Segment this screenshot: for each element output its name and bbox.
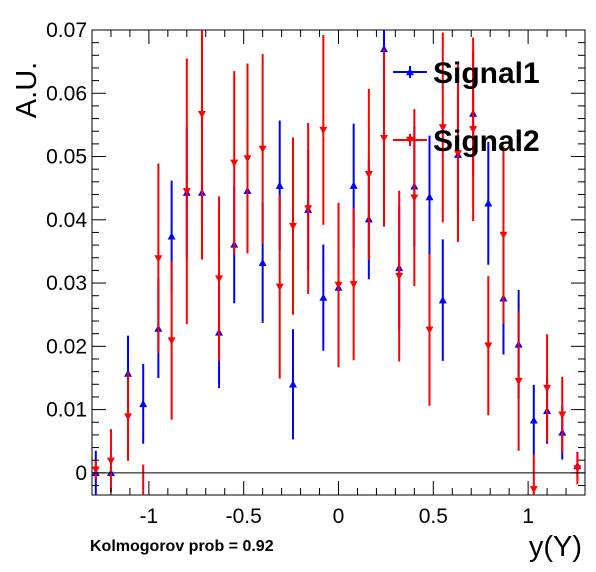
data-point — [558, 411, 567, 419]
data-point — [484, 342, 493, 350]
data-point — [380, 44, 389, 53]
data-point — [167, 337, 176, 345]
data-point — [182, 188, 191, 196]
y-tick-label: 0.07 — [46, 19, 87, 42]
data-point — [167, 232, 176, 240]
x-tick-label: 0.5 — [419, 505, 448, 528]
data-point — [275, 283, 284, 291]
data-point — [91, 466, 100, 474]
data-point — [334, 281, 343, 289]
data-point — [573, 465, 582, 473]
data-point — [514, 377, 523, 386]
data-marks — [91, 30, 582, 495]
data-point — [304, 205, 313, 213]
data-point — [319, 126, 328, 134]
data-point — [425, 193, 434, 201]
data-point — [243, 155, 252, 163]
data-point — [258, 145, 267, 153]
data-point — [319, 293, 328, 301]
data-point — [438, 124, 447, 132]
data-point — [425, 326, 434, 334]
data-point — [349, 281, 358, 289]
legend-swatch-marker — [406, 136, 414, 144]
data-point — [215, 275, 224, 283]
y-tick-label: 0.02 — [46, 335, 87, 358]
data-point — [484, 199, 493, 207]
data-point — [349, 181, 358, 189]
data-point — [258, 258, 267, 267]
data-point — [529, 416, 538, 424]
x-tick-label: 0 — [333, 505, 345, 528]
x-tick-label: -0.5 — [226, 505, 262, 528]
x-axis-title: y(Υ) — [529, 531, 582, 563]
series-signal1 — [91, 30, 582, 495]
series-signal2 — [91, 30, 582, 495]
data-point — [288, 222, 297, 231]
kolmogorov-annotation: Kolmogorov prob = 0.92 — [90, 538, 274, 555]
data-point — [529, 486, 538, 494]
data-point — [106, 457, 115, 465]
y-tick-label: 0.05 — [46, 146, 87, 169]
y-tick-label: 0.03 — [46, 272, 87, 295]
data-point — [410, 194, 419, 202]
data-point — [154, 255, 163, 263]
data-point — [395, 272, 404, 281]
data-point — [230, 159, 239, 167]
data-point — [543, 384, 552, 393]
data-point — [124, 413, 133, 421]
data-point — [275, 181, 284, 189]
legend-swatch-marker — [406, 68, 414, 76]
data-point — [364, 171, 373, 179]
data-point — [197, 110, 206, 119]
legend-label: Signal2 — [433, 125, 540, 158]
data-point — [453, 150, 462, 158]
data-point — [438, 296, 447, 304]
data-point — [469, 126, 478, 134]
legend-label: Signal1 — [433, 57, 540, 90]
data-point — [499, 231, 508, 239]
y-tick-label: 0 — [75, 462, 87, 485]
data-point — [380, 134, 389, 143]
axes: 0 0.01 0.02 0.03 0.04 0.05 0.06 0.07 -1 -0.5 0 0.5 1 — [46, 19, 585, 528]
y-tick-label: 0.04 — [46, 209, 87, 232]
y-axis-title: A.U. — [11, 62, 43, 118]
x-tick-label: 1 — [522, 505, 534, 528]
x-tick-label: -1 — [140, 505, 159, 528]
data-point — [139, 399, 148, 408]
y-tick-label: 0.01 — [46, 399, 87, 422]
data-point — [288, 380, 297, 388]
y-tick-label: 0.06 — [46, 82, 87, 105]
legend: Signal1 Signal2 — [393, 57, 540, 158]
